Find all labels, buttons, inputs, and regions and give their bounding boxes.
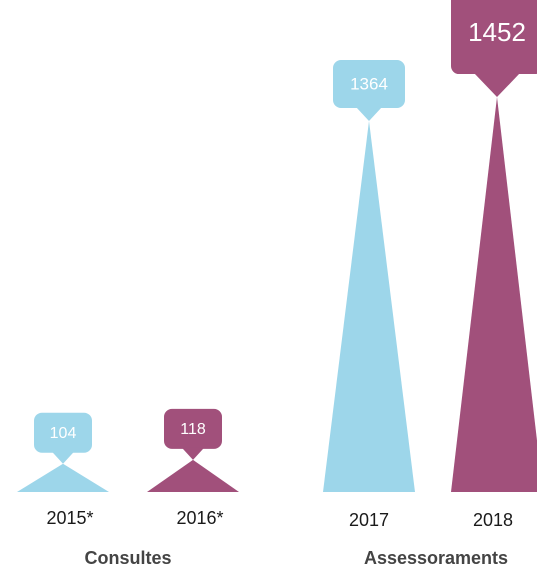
bar (323, 120, 415, 492)
callout-pointer (356, 106, 382, 121)
value-label: 1364 (350, 74, 388, 93)
callout-pointer (52, 451, 74, 464)
x-tick-label: 2016* (176, 508, 223, 528)
value-label: 118 (180, 421, 206, 438)
callout-pointer (182, 447, 204, 460)
group-label: Consultes (84, 548, 171, 568)
value-callout (34, 412, 92, 453)
bar (147, 459, 239, 492)
callout-pointer (474, 73, 520, 98)
x-tick-label: 2015* (46, 508, 93, 528)
group-label: Assessoraments (364, 548, 508, 568)
value-callout (164, 408, 222, 449)
bar (17, 463, 109, 492)
value-callout (333, 59, 405, 108)
value-callout (451, 0, 537, 75)
bar (451, 97, 537, 492)
x-tick-label: 2017 (349, 510, 389, 530)
value-label: 1452 (468, 17, 526, 47)
value-label: 104 (50, 425, 77, 442)
x-tick-label: 2018 (473, 510, 513, 530)
